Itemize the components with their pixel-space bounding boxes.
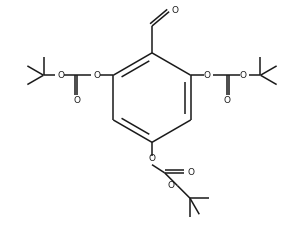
Text: O: O xyxy=(148,154,156,163)
Text: O: O xyxy=(74,97,81,106)
Text: O: O xyxy=(57,71,64,80)
Text: O: O xyxy=(168,181,175,190)
Text: O: O xyxy=(187,168,194,177)
Text: O: O xyxy=(93,71,100,80)
Text: O: O xyxy=(240,71,247,80)
Text: O: O xyxy=(223,97,230,106)
Text: O: O xyxy=(172,7,179,16)
Text: O: O xyxy=(204,71,211,80)
